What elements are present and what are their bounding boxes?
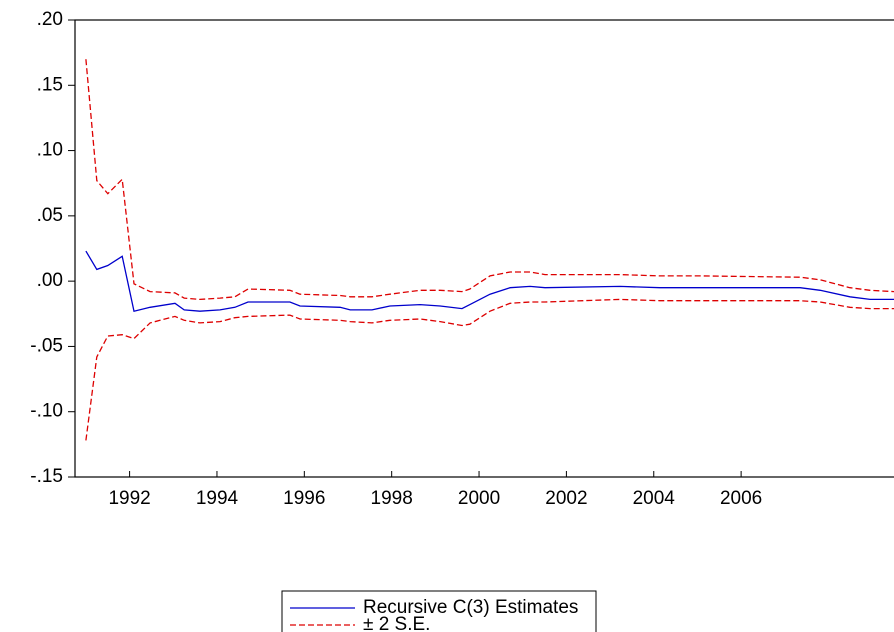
series-line — [85, 250, 894, 312]
y-tick-label: .00 — [37, 270, 63, 291]
x-tick-label: 1996 — [283, 488, 325, 509]
legend-box — [281, 590, 597, 632]
x-tick-label: 1994 — [196, 488, 239, 509]
y-tick-label: -.05 — [30, 335, 63, 356]
y-tick-label: -.15 — [30, 466, 63, 487]
upper-band — [85, 59, 894, 301]
legend-label: Recursive C(3) Estimates — [363, 597, 578, 618]
y-tick-label: .05 — [37, 205, 63, 226]
x-tick-label: 2000 — [458, 488, 500, 509]
x-tick-label: 1998 — [371, 488, 413, 509]
plot-frame — [74, 19, 894, 478]
y-tick-label: .10 — [37, 140, 63, 161]
y-tick-label: .20 — [37, 9, 63, 30]
x-tick-label: 1992 — [108, 488, 150, 509]
x-tick-label: 2004 — [633, 488, 676, 509]
x-tick-label: 2006 — [720, 488, 762, 509]
x-tick-label: 2002 — [545, 488, 587, 509]
legend-label: ± 2 S.E. — [363, 614, 430, 632]
lower-band — [85, 298, 894, 441]
y-tick-label: .15 — [37, 74, 63, 95]
y-tick-label: -.10 — [30, 401, 63, 422]
